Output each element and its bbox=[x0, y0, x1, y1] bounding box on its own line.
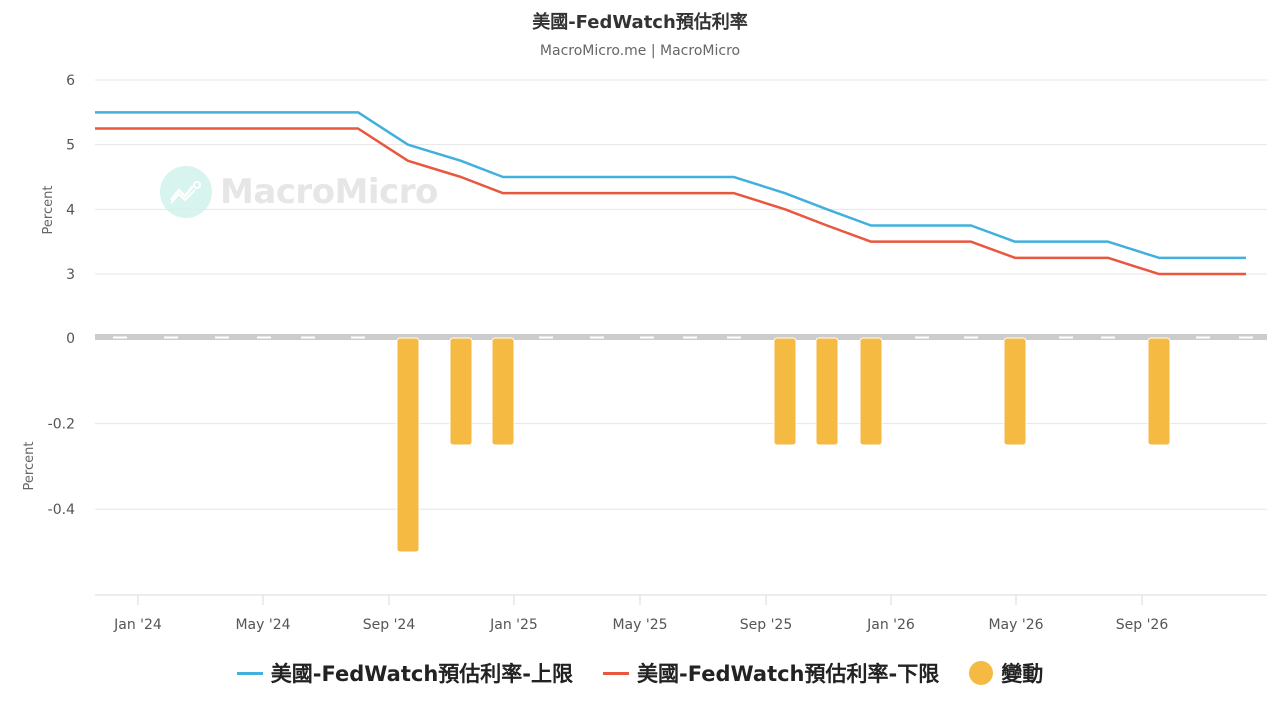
bar-zero-marker[interactable] bbox=[215, 336, 229, 339]
bar[interactable] bbox=[1147, 337, 1171, 446]
bar-zero-marker[interactable] bbox=[351, 336, 365, 339]
y-axis-label: Percent bbox=[22, 442, 37, 491]
bar-zero-marker[interactable] bbox=[683, 336, 697, 339]
x-tick-label: Sep '24 bbox=[363, 617, 416, 633]
y-tick-label: 5 bbox=[66, 138, 75, 154]
y-axis-label: Percent bbox=[41, 186, 56, 235]
bar[interactable] bbox=[1003, 337, 1027, 446]
y-tick-label: 3 bbox=[66, 267, 75, 283]
lower-rate-line[interactable] bbox=[95, 127, 1246, 276]
legend-item-change[interactable]: 變動 bbox=[969, 658, 1043, 688]
bar-zero-marker[interactable] bbox=[113, 336, 127, 339]
y-tick-label: 0 bbox=[66, 331, 75, 347]
x-tick-label: Jan '25 bbox=[489, 617, 538, 633]
bar-zero-marker[interactable] bbox=[640, 336, 654, 339]
bar-zero-marker[interactable] bbox=[1059, 336, 1073, 339]
upper-rate-line[interactable] bbox=[95, 111, 1246, 260]
legend-label-lower: 美國-FedWatch預估利率-下限 bbox=[637, 662, 940, 686]
legend-label-change: 變動 bbox=[1001, 662, 1044, 686]
bar[interactable] bbox=[773, 337, 797, 446]
bar-zero-marker[interactable] bbox=[164, 336, 178, 339]
bar-zero-marker[interactable] bbox=[915, 336, 929, 339]
zero-line bbox=[95, 334, 1267, 340]
y-tick-label: -0.4 bbox=[48, 502, 75, 518]
x-tick-label: Jan '26 bbox=[866, 617, 915, 633]
x-tick-label: May '26 bbox=[988, 617, 1043, 633]
circle-marker-icon bbox=[969, 661, 994, 685]
bar-zero-marker[interactable] bbox=[257, 336, 271, 339]
y-tick-label: -0.2 bbox=[48, 417, 75, 433]
legend-item-lower[interactable]: 美國-FedWatch預估利率-下限 bbox=[603, 658, 939, 688]
legend-item-upper[interactable]: 美國-FedWatch預估利率-上限 bbox=[236, 658, 573, 688]
x-tick-label: May '25 bbox=[612, 617, 667, 633]
x-tick-label: May '24 bbox=[235, 617, 290, 633]
bar-zero-marker[interactable] bbox=[727, 336, 741, 339]
x-tick-label: Sep '25 bbox=[740, 617, 793, 633]
legend: 美國-FedWatch預估利率-上限 美國-FedWatch預估利率-下限 變動 bbox=[0, 658, 1280, 688]
bar-zero-marker[interactable] bbox=[301, 336, 315, 339]
legend-label-upper: 美國-FedWatch預估利率-上限 bbox=[270, 662, 573, 686]
bar[interactable] bbox=[859, 337, 883, 446]
x-tick-label: Sep '26 bbox=[1116, 617, 1169, 633]
bar-zero-marker[interactable] bbox=[964, 336, 978, 339]
bar[interactable] bbox=[815, 337, 839, 446]
chart-title: 美國-FedWatch預估利率 bbox=[532, 12, 748, 33]
chart-subtitle: MacroMicro.me | MacroMicro bbox=[539, 43, 741, 59]
bar-zero-marker[interactable] bbox=[539, 336, 553, 339]
bar-zero-marker[interactable] bbox=[1196, 336, 1210, 339]
bar[interactable] bbox=[491, 337, 515, 446]
line-marker-icon bbox=[603, 671, 629, 675]
bar-zero-marker[interactable] bbox=[590, 336, 604, 339]
bar-zero-marker[interactable] bbox=[1239, 336, 1253, 339]
y-tick-label: 6 bbox=[66, 73, 75, 89]
line-marker-icon bbox=[236, 671, 263, 675]
y-tick-label: 4 bbox=[66, 202, 75, 218]
bar[interactable] bbox=[449, 337, 473, 446]
x-tick-label: Jan '24 bbox=[113, 617, 162, 633]
bar[interactable] bbox=[396, 337, 420, 553]
bar-zero-marker[interactable] bbox=[1101, 336, 1115, 339]
watermark-text: MacroMicro bbox=[220, 172, 438, 212]
